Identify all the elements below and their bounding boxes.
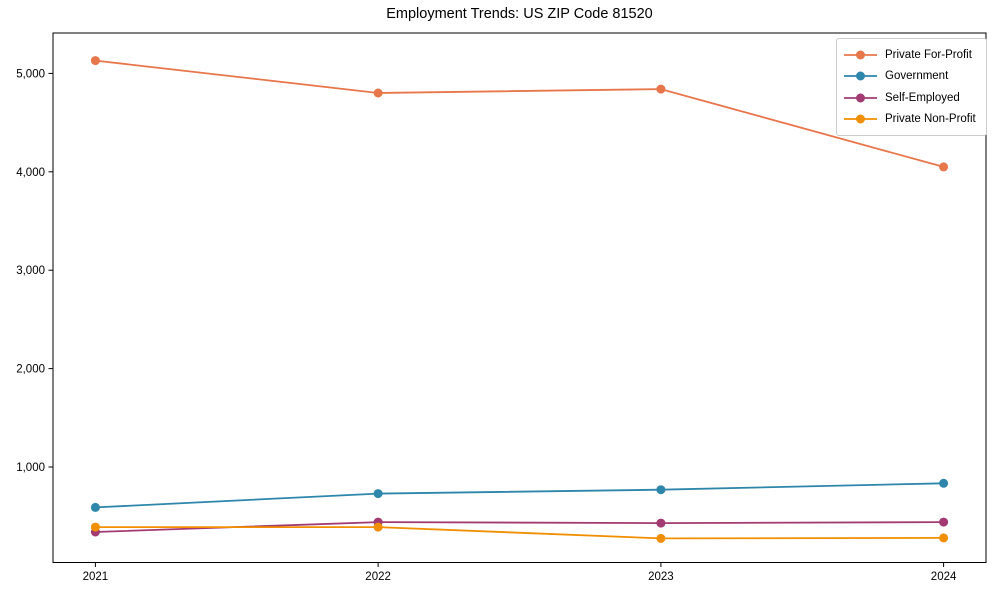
legend-marker-icon [844,93,877,103]
data-point [656,485,666,495]
y-tick-label: 4,000 [16,167,45,179]
legend-item: Private For-Profit [844,49,980,61]
y-tick-label: 3,000 [16,265,45,277]
series-line [95,59,944,168]
legend-item: Private Non-Profit [844,113,980,125]
legend-label: Private Non-Profit [885,113,976,126]
data-point [90,56,100,66]
x-tick-label: 2024 [931,571,957,583]
data-point [373,88,383,98]
legend-marker-icon [844,114,877,124]
legend-label: Private For-Profit [885,48,972,61]
data-point [90,502,100,512]
data-point [656,518,666,528]
legend-label: Government [885,70,949,83]
legend-item: Government [844,70,980,82]
y-tick-label: 1,000 [16,462,45,474]
data-point [656,84,666,94]
legend-label: Self-Employed [885,91,960,104]
data-point [373,489,383,499]
data-point [939,517,949,527]
x-tick-label: 2021 [83,571,109,583]
data-point [939,533,949,543]
axes-frame [52,32,987,563]
y-tick-label: 5,000 [16,68,45,80]
data-point [656,533,666,543]
chart-title: Employment Trends: US ZIP Code 81520 [386,6,653,22]
series-line [95,526,944,540]
data-point [90,522,100,532]
x-tick-label: 2022 [365,571,391,583]
legend-marker-icon [844,71,877,81]
data-point [373,522,383,532]
legend-marker-icon [844,50,877,60]
y-tick-label: 2,000 [16,364,45,376]
legend-item: Self-Employed [844,92,980,104]
legend: Private For-Profit Government Self-Employe… [836,38,987,136]
data-point [939,478,949,488]
series-line [95,482,944,509]
data-point [939,162,949,172]
x-tick-label: 2023 [648,571,674,583]
